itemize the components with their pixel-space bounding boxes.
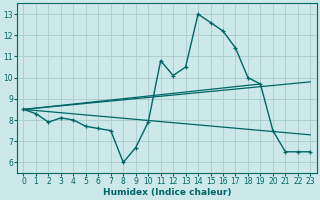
X-axis label: Humidex (Indice chaleur): Humidex (Indice chaleur) bbox=[103, 188, 231, 197]
